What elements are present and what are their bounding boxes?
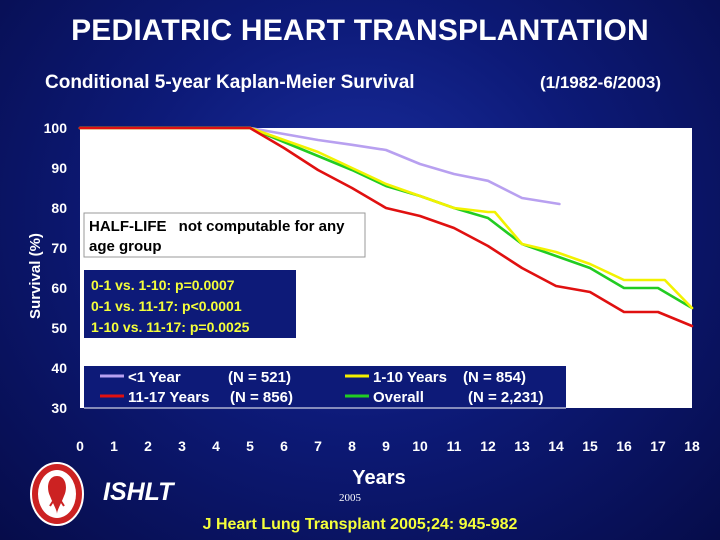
x-tick-label: 0 xyxy=(76,438,84,454)
y-tick-labels: 30 40 50 60 70 80 90 100 xyxy=(44,120,68,416)
legend xyxy=(84,366,566,408)
x-tick-label: 2 xyxy=(144,438,152,454)
x-tick-label: 3 xyxy=(178,438,186,454)
series-line-age11_17 xyxy=(78,126,694,328)
x-tick-label: 18 xyxy=(684,438,700,454)
y-tick-label: 60 xyxy=(51,280,67,296)
half-life-title: HALF-LIFE xyxy=(89,218,166,235)
org-logo-text: ISHLT xyxy=(103,478,174,506)
x-tick-label: 5 xyxy=(246,438,254,454)
x-tick-label: 7 xyxy=(314,438,322,454)
pvalue-annotations: 0-1 vs. 1-10: p=0.0007 0-1 vs. 11-17: p<0… xyxy=(91,277,250,335)
legend-count: (N = 521) xyxy=(228,369,291,386)
legend-count: (N = 854) xyxy=(463,369,526,386)
y-tick-label: 100 xyxy=(44,120,68,136)
x-axis-label: Years xyxy=(352,467,405,489)
pvalue-text: 0-1 vs. 11-17: p<0.0001 xyxy=(91,298,242,314)
x-tick-label: 17 xyxy=(650,438,666,454)
page-title: PEDIATRIC HEART TRANSPLANTATION xyxy=(71,14,649,47)
chart-subtitle: Conditional 5-year Kaplan-Meier Survival xyxy=(45,72,415,93)
legend-label: Overall xyxy=(373,389,424,406)
ishlt-seal-icon xyxy=(30,462,84,526)
x-tick-label: 4 xyxy=(212,438,220,454)
legend-count: (N = 856) xyxy=(230,389,293,406)
legend-count: (N = 2,231) xyxy=(468,389,543,406)
x-tick-labels: 0 1 2 3 4 5 6 7 8 9 10 11 12 13 14 15 16 17 18 xyxy=(76,438,700,454)
series-line-under1 xyxy=(78,126,561,206)
x-tick-label: 14 xyxy=(548,438,564,454)
citation: J Heart Lung Transplant 2005;24: 945-982 xyxy=(202,516,518,533)
legend-label: 1-10 Years xyxy=(373,369,447,386)
y-tick-label: 90 xyxy=(51,160,67,176)
x-tick-label: 12 xyxy=(480,438,496,454)
y-tick-label: 50 xyxy=(51,320,67,336)
y-tick-label: 70 xyxy=(51,240,67,256)
half-life-box xyxy=(83,212,366,258)
x-tick-label: 10 xyxy=(412,438,428,454)
series-line-age1_10 xyxy=(78,126,694,310)
legend-label: 11-17 Years xyxy=(128,389,209,406)
pvalue-box xyxy=(84,270,296,338)
y-tick-label: 30 xyxy=(51,400,67,416)
y-tick-label: 40 xyxy=(51,360,67,376)
half-life-text: not computable for any xyxy=(179,218,346,235)
series-lines xyxy=(78,126,694,328)
date-range: (1/1982-6/2003) xyxy=(540,73,661,92)
x-tick-label: 6 xyxy=(280,438,288,454)
x-tick-label: 13 xyxy=(514,438,530,454)
x-tick-label: 8 xyxy=(348,438,356,454)
legend-label: <1 Year xyxy=(128,369,181,386)
y-axis-label: Survival (%) xyxy=(27,233,44,319)
svg-text:HALF-LIFE not computable f: HALF-LIFE not computable for any xyxy=(89,218,345,235)
x-tick-label: 16 xyxy=(616,438,632,454)
x-tick-label: 1 xyxy=(110,438,118,454)
year-label: 2005 xyxy=(339,492,361,504)
pvalue-text: 0-1 vs. 1-10: p=0.0007 xyxy=(91,277,235,293)
half-life-text2: age group xyxy=(89,238,162,255)
x-tick-label: 9 xyxy=(382,438,390,454)
y-tick-label: 80 xyxy=(51,200,67,216)
x-tick-label: 11 xyxy=(447,438,462,454)
pvalue-text: 1-10 vs. 11-17: p=0.0025 xyxy=(91,319,250,335)
x-tick-label: 15 xyxy=(582,438,598,454)
